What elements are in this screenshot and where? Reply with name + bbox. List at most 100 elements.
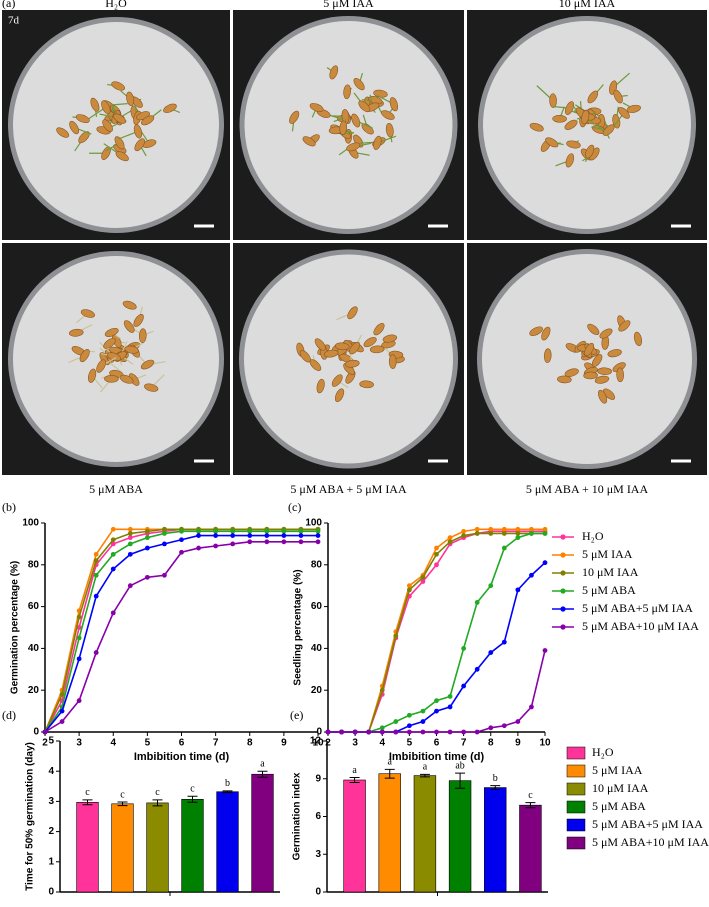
y-tick-label: 60 [311,601,323,612]
legend-marker [560,606,566,612]
data-point [406,723,412,729]
seed [133,124,143,139]
seed [591,354,603,367]
seed [388,354,397,369]
seed [565,153,575,168]
data-point [461,528,467,534]
data-point [144,545,150,551]
significance-letter: ab [455,760,464,771]
data-point [542,531,548,536]
bar [413,775,437,893]
seed [289,110,300,124]
significance-letter: c [120,789,125,800]
legend-marker [560,570,566,576]
data-point [529,526,534,532]
data-point [230,533,236,538]
data-point [144,574,150,580]
series-line [328,562,546,733]
seed [381,110,395,120]
series-line [44,528,318,733]
significance-letter: c [85,787,90,798]
seed [309,103,324,113]
x-tick-label: 2 [42,738,48,749]
data-point [281,539,287,545]
y-tick-label: 3 [48,796,54,807]
legend-marker [560,534,566,540]
data-point [315,539,321,545]
data-point [434,562,439,568]
seed [104,327,119,337]
panel-label: (d) [2,708,16,722]
data-point [434,545,439,551]
error-bar [257,770,268,778]
seed [141,115,155,126]
seed [144,383,159,392]
seed [587,323,600,335]
bar [76,802,99,893]
seed [566,140,581,149]
data-point [515,535,521,541]
data-point [144,535,150,541]
data-point [406,712,412,718]
seed [334,388,345,403]
seed [545,137,559,148]
data-point [474,729,480,735]
data-point [162,541,167,547]
seed [115,151,129,162]
x-tick-label: 5 [145,738,151,749]
seed [351,113,361,128]
panel-label: (e) [290,708,303,722]
data-point [501,526,507,532]
y-axis-label: Germination index [292,772,303,860]
x-tick-label: 4 [379,738,385,749]
bar [378,773,401,893]
data-point [393,719,399,724]
data-point [379,687,385,693]
seed [597,389,608,404]
legend-label: 10 μM IAA [592,781,649,795]
seed [78,131,90,144]
error-bar [187,795,198,803]
data-point [144,528,150,534]
seed [75,114,90,124]
legend-label: 5 μM ABA+10 μM IAA [582,619,699,633]
data-point [447,535,453,541]
seed [359,380,374,389]
bar [181,798,204,893]
legend-swatch [566,836,586,850]
legend-marker [560,624,566,630]
x-tick-label: 3 [352,738,358,749]
data-point [488,526,494,532]
legend-label: H₂O [582,529,604,543]
seed [626,104,641,113]
data-point [515,719,521,724]
data-point [434,698,439,704]
legend-swatch [566,764,586,778]
seed [594,375,610,384]
seed [618,320,631,332]
seed [299,350,311,363]
seed [529,122,544,132]
legend-swatch [566,746,586,760]
data-point [474,666,480,672]
data-point [59,691,65,697]
significance-letter: a [423,762,428,773]
data-point [281,528,287,534]
data-point [110,537,116,543]
y-tick-label: 5 [48,736,54,747]
seed [123,320,135,333]
data-point [406,729,412,735]
seed [103,337,116,349]
seed [549,93,557,108]
data-point [406,583,412,589]
data-point [529,572,534,578]
data-point [315,528,321,534]
seed [618,107,630,119]
data-point [230,528,236,534]
x-tick-label: 9 [281,738,287,749]
panel-label: (c) [288,500,301,514]
data-point [434,708,439,714]
data-point [213,528,219,534]
seed [69,120,80,135]
seed [339,120,348,136]
